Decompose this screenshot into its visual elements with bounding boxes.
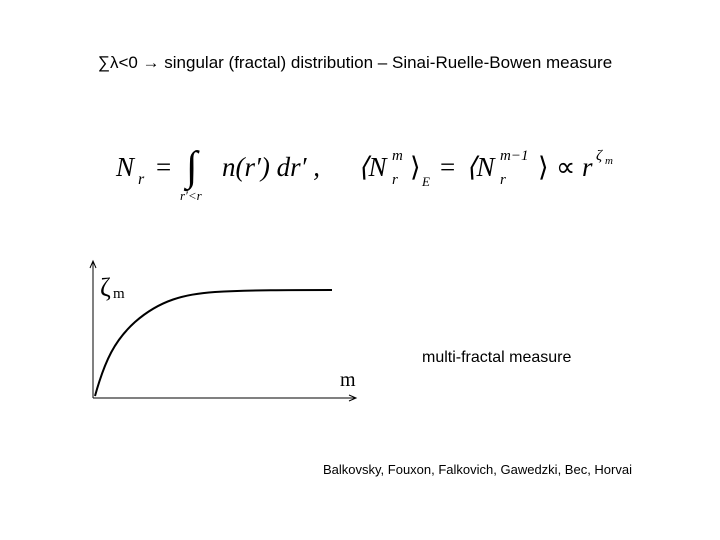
y-label: ζ	[100, 273, 111, 302]
note: multi-fractal measure	[422, 349, 571, 366]
formula-part: m	[605, 155, 613, 167]
formula-part: r	[500, 172, 506, 188]
x-label: m	[340, 369, 356, 391]
curve	[94, 289, 333, 397]
arrow	[89, 259, 97, 269]
formula-part: ⟨N	[466, 152, 497, 182]
arrow	[348, 394, 358, 402]
formula-part: =	[156, 152, 171, 182]
formula: N r = ∫ r′<r n(r′) dr′ , ⟨N m r ⟩ E = ⟨N…	[115, 144, 613, 203]
formula-part: ∝	[556, 152, 575, 182]
formula-part: r′<r	[180, 188, 203, 203]
citation: Balkovsky, Fouxon, Falkovich, Gawedzki, …	[323, 462, 632, 477]
formula-part: ζ	[596, 148, 603, 164]
formula-part: ∫	[183, 144, 200, 192]
title: ∑λ<0 → singular (fractal) distribution –…	[98, 53, 612, 72]
formula-part: m	[392, 148, 403, 164]
formula-part: =	[440, 152, 455, 182]
formula-part: E	[421, 174, 430, 189]
formula-part: n(r′) dr′ ,	[222, 152, 320, 182]
formula-part: ⟩	[410, 152, 421, 182]
formula-part: ⟩	[538, 152, 549, 182]
formula-part: m−1	[500, 148, 528, 164]
formula-part: r	[392, 172, 398, 188]
formula-part: N	[115, 152, 136, 182]
y-label-sub: m	[113, 286, 125, 302]
formula-part: r	[582, 152, 593, 182]
sketch-graph: ζ m m	[89, 259, 358, 402]
formula-part: r	[138, 171, 145, 188]
formula-part: ⟨N	[358, 152, 389, 182]
